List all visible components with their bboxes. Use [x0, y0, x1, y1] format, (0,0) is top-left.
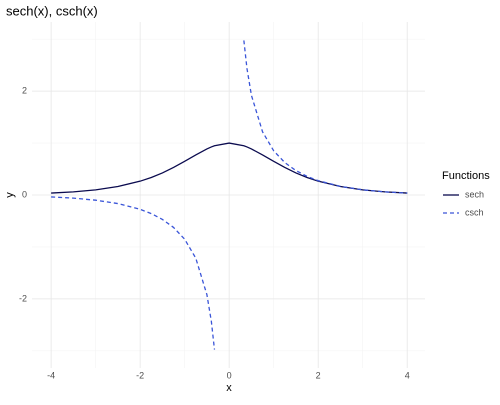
x-tick-label: -4 [47, 370, 55, 380]
y-tick-label: 0 [22, 189, 27, 199]
x-tick-label: 4 [405, 370, 410, 380]
x-tick-label: -2 [136, 370, 144, 380]
y-tick-label: 2 [22, 85, 27, 95]
x-tick-label: 2 [316, 370, 321, 380]
legend-label: csch [465, 207, 484, 217]
legend-title: Functions [442, 170, 490, 182]
series-line [51, 40, 408, 350]
series-line [51, 142, 408, 194]
x-axis-label: x [226, 382, 232, 394]
y-tick-label: -2 [19, 293, 27, 303]
y-axis-label: y [4, 192, 16, 198]
x-tick-label: 0 [227, 370, 232, 380]
chart-title: sech(x), csch(x) [6, 3, 98, 18]
legend-label: sech [465, 189, 484, 199]
